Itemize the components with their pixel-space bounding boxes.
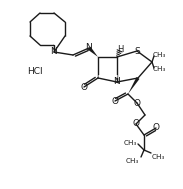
Text: O: O (111, 97, 119, 105)
Text: S: S (134, 46, 140, 56)
Text: N: N (51, 47, 57, 57)
Polygon shape (88, 46, 98, 57)
Text: O: O (152, 123, 160, 132)
Text: N: N (86, 43, 92, 53)
Text: N: N (114, 77, 120, 87)
Text: CH₃: CH₃ (123, 140, 137, 146)
Text: CH₃: CH₃ (151, 154, 165, 160)
Text: CH₃: CH₃ (125, 158, 139, 164)
Text: O: O (132, 119, 139, 129)
Text: CH₃: CH₃ (152, 52, 166, 58)
Text: O: O (81, 83, 87, 91)
Text: HCl: HCl (27, 67, 43, 77)
Text: O: O (134, 98, 141, 108)
Polygon shape (128, 77, 139, 94)
Text: H: H (117, 46, 123, 54)
Text: CH₃: CH₃ (152, 66, 166, 72)
